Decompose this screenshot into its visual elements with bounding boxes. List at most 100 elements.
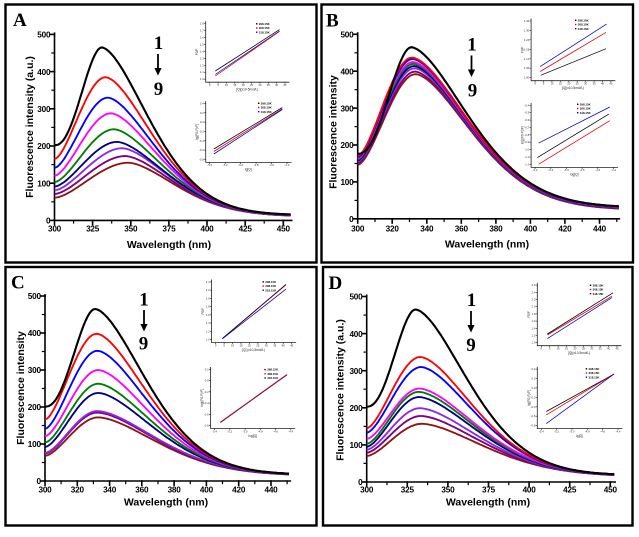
svg-text:450: 450 <box>277 225 291 234</box>
svg-text:5: 5 <box>217 83 219 87</box>
svg-text:Fluorescence intensity: Fluorescence intensity <box>328 75 340 189</box>
svg-text:1: 1 <box>139 289 149 310</box>
svg-text:40: 40 <box>607 347 611 351</box>
svg-text:-5.2: -5.2 <box>554 429 559 433</box>
svg-text:Fluorescence intensity (a.u.): Fluorescence intensity (a.u.) <box>335 319 347 461</box>
svg-text:340: 340 <box>420 225 434 234</box>
svg-text:1.2: 1.2 <box>532 334 536 338</box>
svg-text:318.15K: 318.15K <box>267 376 279 380</box>
svg-text:298.15K: 298.15K <box>580 102 592 106</box>
svg-text:20: 20 <box>567 82 571 86</box>
svg-text:1.1: 1.1 <box>200 70 204 74</box>
svg-text:C: C <box>11 273 25 294</box>
svg-text:1.8: 1.8 <box>206 305 210 309</box>
svg-text:100: 100 <box>349 441 363 450</box>
svg-text:0: 0 <box>349 215 354 224</box>
svg-text:1.30: 1.30 <box>524 28 530 32</box>
svg-text:308.15K: 308.15K <box>580 107 592 111</box>
svg-text:2.4: 2.4 <box>206 280 210 284</box>
svg-text:-5.2: -5.2 <box>548 168 553 172</box>
svg-text:-4.8: -4.8 <box>254 163 259 167</box>
svg-text:-0.2: -0.2 <box>199 129 204 133</box>
svg-text:0.4: 0.4 <box>532 367 536 371</box>
svg-text:1.6: 1.6 <box>206 313 210 317</box>
svg-text:35: 35 <box>599 347 603 351</box>
svg-text:-4.4: -4.4 <box>288 429 293 433</box>
svg-text:318.15K: 318.15K <box>580 111 592 115</box>
svg-text:30: 30 <box>265 343 269 347</box>
svg-text:300: 300 <box>340 104 354 113</box>
svg-text:360: 360 <box>455 225 469 234</box>
svg-text:400: 400 <box>28 329 42 338</box>
svg-text:318.15K: 318.15K <box>259 30 271 34</box>
svg-text:-0.4: -0.4 <box>199 139 204 143</box>
svg-text:1.00: 1.00 <box>524 76 530 80</box>
svg-text:lg[Q]: lg[Q] <box>576 434 583 438</box>
svg-text:440: 440 <box>264 486 278 495</box>
svg-text:25: 25 <box>250 83 254 87</box>
svg-text:-5.0: -5.0 <box>243 429 248 433</box>
svg-text:-5.4: -5.4 <box>212 429 217 433</box>
svg-text:300: 300 <box>38 486 52 495</box>
svg-text:Wavelength (nm): Wavelength (nm) <box>127 239 211 251</box>
svg-text:298.15K: 298.15K <box>589 367 601 371</box>
svg-text:0.0: 0.0 <box>532 386 536 390</box>
svg-text:15: 15 <box>233 83 237 87</box>
svg-text:35: 35 <box>593 82 597 86</box>
svg-text:400: 400 <box>200 486 214 495</box>
svg-text:-4.4: -4.4 <box>616 429 621 433</box>
svg-text:320: 320 <box>71 486 85 495</box>
svg-text:308.15K: 308.15K <box>259 26 271 30</box>
svg-text:-5.4: -5.4 <box>533 168 538 172</box>
svg-text:9: 9 <box>468 81 478 102</box>
svg-text:1: 1 <box>154 33 164 54</box>
svg-text:Wavelength (nm): Wavelength (nm) <box>445 239 529 251</box>
svg-text:0: 0 <box>541 347 543 351</box>
svg-text:[Q] (x10-5mol/L): [Q] (x10-5mol/L) <box>242 348 265 352</box>
svg-text:lg[Q]: lg[Q] <box>245 168 252 172</box>
svg-text:298.15K: 298.15K <box>265 280 277 284</box>
svg-text:lg[(F0-F)/F]: lg[(F0-F)/F] <box>195 124 199 140</box>
svg-text:-0.6: -0.6 <box>531 414 536 418</box>
svg-text:20: 20 <box>248 343 252 347</box>
svg-text:0.2: 0.2 <box>532 377 536 381</box>
svg-text:1.0: 1.0 <box>532 341 536 345</box>
svg-text:-4.8: -4.8 <box>580 168 585 172</box>
svg-text:D: D <box>329 273 343 294</box>
svg-text:30: 30 <box>590 347 594 351</box>
svg-text:308.15K: 308.15K <box>267 372 279 376</box>
svg-text:300: 300 <box>28 366 42 375</box>
svg-text:340: 340 <box>103 486 117 495</box>
svg-text:10: 10 <box>225 83 229 87</box>
svg-text:1.2: 1.2 <box>200 63 204 67</box>
svg-text:log[(F0-F)/F]: log[(F0-F)/F] <box>521 126 525 144</box>
svg-text:15: 15 <box>559 82 563 86</box>
svg-text:500: 500 <box>349 293 363 302</box>
svg-text:0.0: 0.0 <box>205 379 209 383</box>
svg-text:F0/F: F0/F <box>527 311 531 318</box>
svg-text:35: 35 <box>273 343 277 347</box>
svg-text:2.2: 2.2 <box>532 298 536 302</box>
svg-text:-1.1: -1.1 <box>524 155 529 159</box>
svg-text:45: 45 <box>290 343 294 347</box>
svg-text:45: 45 <box>615 347 619 351</box>
svg-text:-4.4: -4.4 <box>611 168 616 172</box>
svg-text:380: 380 <box>168 486 182 495</box>
svg-text:1.0: 1.0 <box>206 338 210 342</box>
svg-text:2.4: 2.4 <box>532 290 536 294</box>
svg-text:25: 25 <box>576 82 580 86</box>
svg-text:10: 10 <box>231 343 235 347</box>
svg-text:20: 20 <box>242 83 246 87</box>
svg-text:log[Q]: log[Q] <box>248 434 257 438</box>
svg-text:1.4: 1.4 <box>532 326 536 330</box>
svg-text:1.6: 1.6 <box>200 36 204 40</box>
svg-text:-5.2: -5.2 <box>223 163 228 167</box>
svg-text:1.8: 1.8 <box>200 22 204 26</box>
svg-text:1.6: 1.6 <box>532 319 536 323</box>
svg-text:300: 300 <box>349 367 363 376</box>
svg-text:9: 9 <box>466 335 476 356</box>
svg-text:log[Q]: log[Q] <box>570 173 579 177</box>
svg-text:400: 400 <box>200 225 214 234</box>
svg-text:0: 0 <box>534 82 536 86</box>
svg-text:360: 360 <box>135 486 149 495</box>
